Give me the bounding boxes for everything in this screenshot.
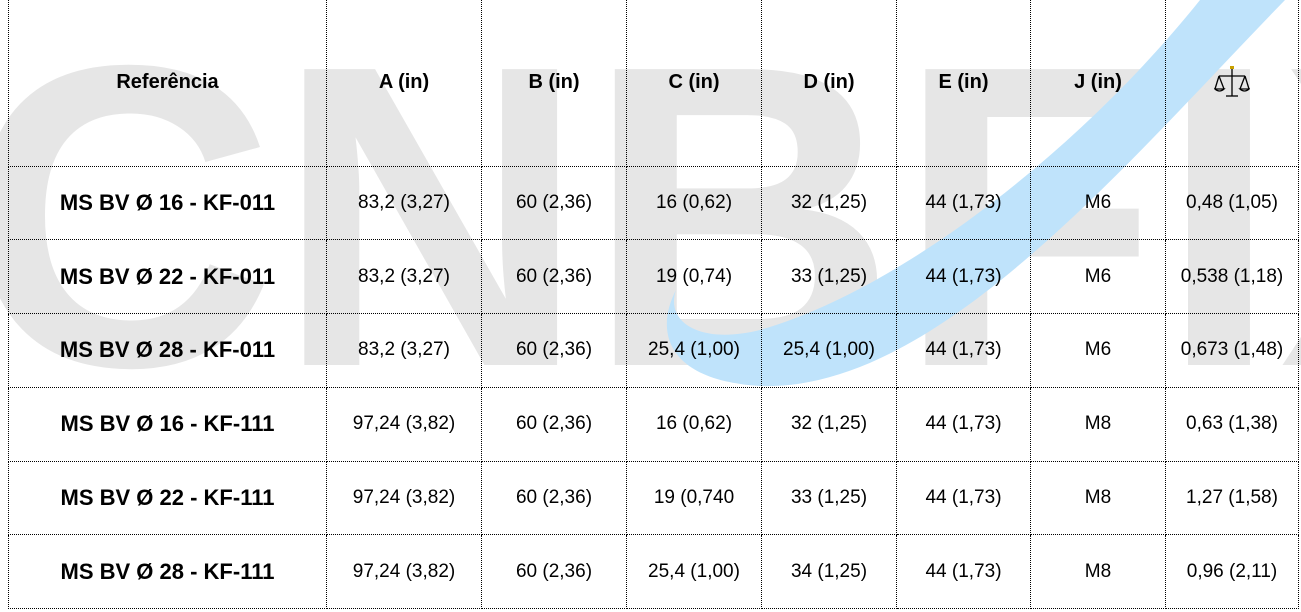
balance-scale-icon bbox=[1214, 65, 1250, 97]
cell-d: 32 (1,25) bbox=[761, 165, 897, 241]
cell-d: 33 (1,25) bbox=[761, 239, 897, 314]
table-row: MS BV Ø 16 - KF-011 83,2 (3,27) 60 (2,36… bbox=[8, 165, 1299, 241]
cell-a: 83,2 (3,27) bbox=[326, 165, 482, 241]
cell-a: 83,2 (3,27) bbox=[326, 239, 482, 314]
cell-j: M6 bbox=[1030, 165, 1166, 241]
header-b: B (in) bbox=[481, 0, 627, 167]
cell-weight: 0,48 (1,05) bbox=[1165, 165, 1299, 241]
cell-e: 44 (1,73) bbox=[896, 460, 1031, 536]
cell-reference: MS BV Ø 22 - KF-011 bbox=[8, 239, 327, 314]
cell-j: M6 bbox=[1030, 239, 1166, 314]
header-weight bbox=[1165, 0, 1299, 167]
cell-reference: MS BV Ø 28 - KF-111 bbox=[8, 534, 327, 609]
cell-d: 34 (1,25) bbox=[761, 534, 897, 609]
cell-c: 16 (0,62) bbox=[626, 386, 762, 462]
cell-weight: 0,673 (1,48) bbox=[1165, 313, 1299, 388]
cell-e: 44 (1,73) bbox=[896, 313, 1031, 388]
cell-c: 16 (0,62) bbox=[626, 165, 762, 241]
cell-j: M8 bbox=[1030, 534, 1166, 609]
header-reference: Referência bbox=[8, 0, 327, 167]
cell-b: 60 (2,36) bbox=[481, 239, 627, 314]
cell-e: 44 (1,73) bbox=[896, 165, 1031, 241]
cell-a: 97,24 (3,82) bbox=[326, 460, 482, 536]
table-row: MS BV Ø 28 - KF-111 97,24 (3,82) 60 (2,3… bbox=[8, 534, 1299, 609]
cell-a: 97,24 (3,82) bbox=[326, 386, 482, 462]
header-e: E (in) bbox=[896, 0, 1031, 167]
cell-b: 60 (2,36) bbox=[481, 313, 627, 388]
cell-reference: MS BV Ø 16 - KF-111 bbox=[8, 386, 327, 462]
cell-reference: MS BV Ø 22 - KF-111 bbox=[8, 460, 327, 536]
cell-reference: MS BV Ø 28 - KF-011 bbox=[8, 313, 327, 388]
cell-j: M6 bbox=[1030, 313, 1166, 388]
cell-b: 60 (2,36) bbox=[481, 460, 627, 536]
header-c: C (in) bbox=[626, 0, 762, 167]
cell-j: M8 bbox=[1030, 460, 1166, 536]
table-row: MS BV Ø 28 - KF-011 83,2 (3,27) 60 (2,36… bbox=[8, 313, 1299, 388]
cell-a: 97,24 (3,82) bbox=[326, 534, 482, 609]
dimensions-table: Referência A (in) B (in) C (in) D (in) E… bbox=[8, 0, 1299, 609]
cell-e: 44 (1,73) bbox=[896, 534, 1031, 609]
cell-weight: 0,96 (2,11) bbox=[1165, 534, 1299, 609]
cell-d: 33 (1,25) bbox=[761, 460, 897, 536]
cell-e: 44 (1,73) bbox=[896, 386, 1031, 462]
cell-c: 25,4 (1,00) bbox=[626, 313, 762, 388]
cell-weight: 1,27 (1,58) bbox=[1165, 460, 1299, 536]
table-row: MS BV Ø 22 - KF-111 97,24 (3,82) 60 (2,3… bbox=[8, 460, 1299, 536]
cell-c: 25,4 (1,00) bbox=[626, 534, 762, 609]
cell-b: 60 (2,36) bbox=[481, 534, 627, 609]
cell-j: M8 bbox=[1030, 386, 1166, 462]
cell-d: 25,4 (1,00) bbox=[761, 313, 897, 388]
header-j: J (in) bbox=[1030, 0, 1166, 167]
cell-a: 83,2 (3,27) bbox=[326, 313, 482, 388]
cell-b: 60 (2,36) bbox=[481, 386, 627, 462]
header-d: D (in) bbox=[761, 0, 897, 167]
cell-reference: MS BV Ø 16 - KF-011 bbox=[8, 165, 327, 241]
cell-c: 19 (0,74) bbox=[626, 239, 762, 314]
cell-weight: 0,538 (1,18) bbox=[1165, 239, 1299, 314]
cell-b: 60 (2,36) bbox=[481, 165, 627, 241]
table-row: MS BV Ø 22 - KF-011 83,2 (3,27) 60 (2,36… bbox=[8, 239, 1299, 314]
cell-e: 44 (1,73) bbox=[896, 239, 1031, 314]
table-row: MS BV Ø 16 - KF-111 97,24 (3,82) 60 (2,3… bbox=[8, 386, 1299, 462]
cell-weight: 0,63 (1,38) bbox=[1165, 386, 1299, 462]
header-row: Referência A (in) B (in) C (in) D (in) E… bbox=[8, 0, 1299, 167]
cell-d: 32 (1,25) bbox=[761, 386, 897, 462]
header-a: A (in) bbox=[326, 0, 482, 167]
cell-c: 19 (0,740 bbox=[626, 460, 762, 536]
